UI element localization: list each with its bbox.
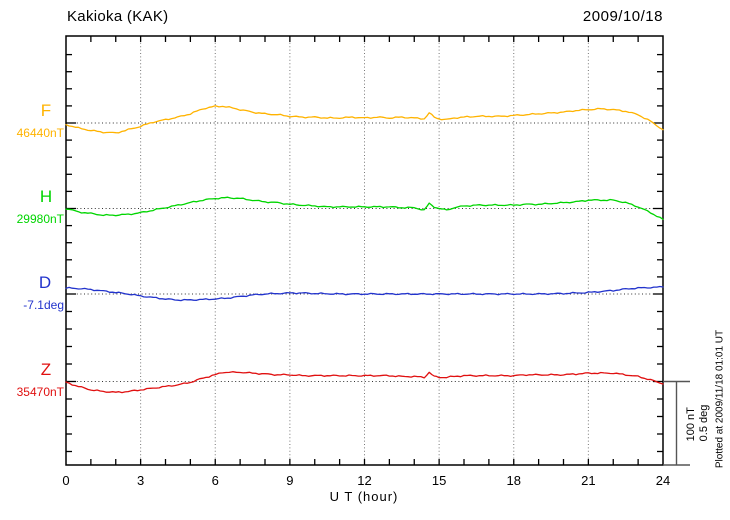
data-curves — [65, 105, 664, 394]
scale-bar-caption: 100 nT 0.5 deg — [685, 405, 711, 442]
x-tick-label-0: 0 — [62, 473, 70, 488]
plotted-at-caption: Plotted at 2009/11/18 01:01 UT — [714, 329, 726, 469]
scale-bar-line1: 100 nT — [685, 407, 697, 442]
curve-D — [65, 285, 664, 302]
x-tick-label-21: 21 — [581, 473, 596, 488]
x-tick-label-15: 15 — [431, 473, 447, 488]
grid-layer — [66, 36, 657, 465]
x-tick-label-24: 24 — [655, 473, 671, 488]
plot-frame — [65, 35, 664, 466]
series-basevalue-Z: 35470nT — [16, 385, 64, 399]
x-axis-title: U T (hour) — [329, 489, 399, 504]
station-title: Kakioka (KAK) — [67, 8, 169, 25]
series-label-H: H — [39, 187, 53, 206]
series-basevalue-D: -7.1deg — [23, 298, 64, 312]
curve-Z — [65, 371, 664, 394]
series-label-Z: Z — [40, 360, 52, 379]
date-label: 2009/10/18 — [582, 8, 663, 25]
series-label-F: F — [40, 101, 52, 120]
scale-bar — [663, 380, 690, 466]
scale-bar-line2: 0.5 deg — [698, 404, 710, 442]
axis-ticks — [66, 36, 663, 465]
x-tick-label-6: 6 — [211, 473, 219, 488]
series-label-D: D — [38, 273, 52, 292]
x-tick-label-12: 12 — [357, 473, 372, 488]
series-basevalue-H: 29980nT — [16, 212, 64, 226]
curve-F — [65, 105, 664, 134]
x-tick-label-9: 9 — [286, 473, 294, 488]
curve-H — [65, 196, 664, 221]
series-basevalue-F: 46440nT — [16, 126, 64, 140]
x-tick-label-3: 3 — [137, 473, 145, 488]
x-tick-label-18: 18 — [506, 473, 521, 488]
